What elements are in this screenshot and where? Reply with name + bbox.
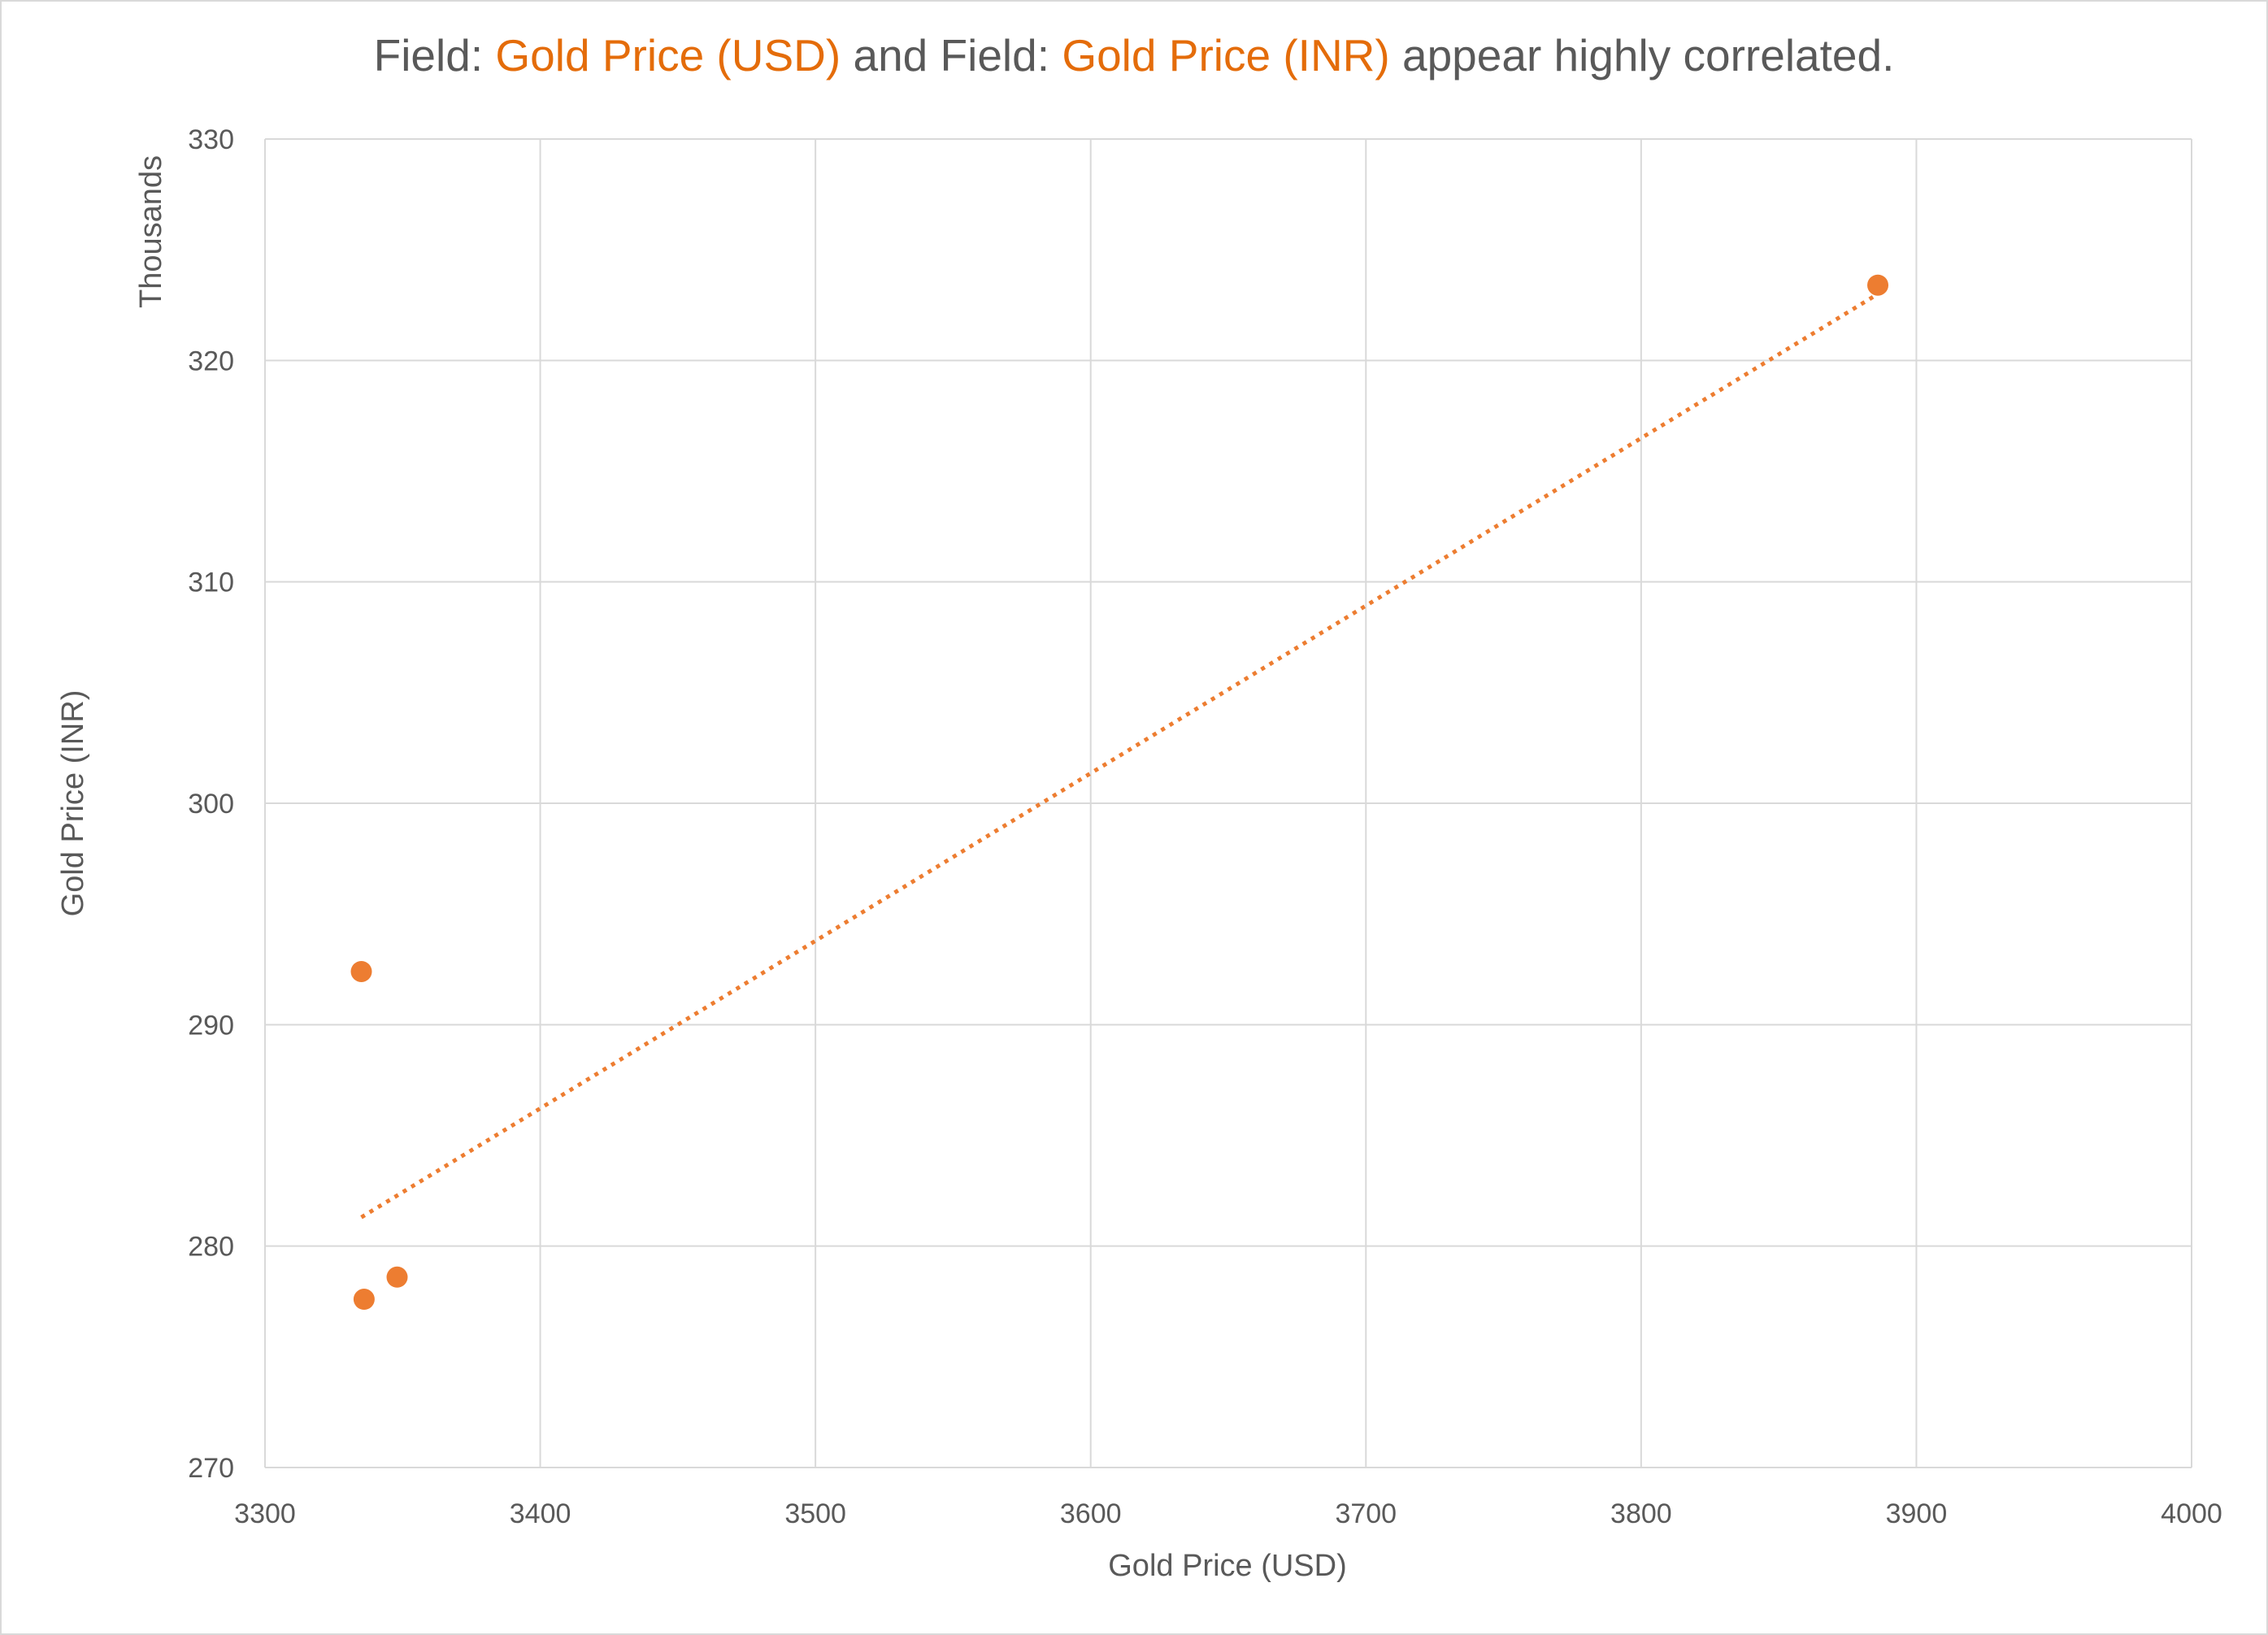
title-part-1: Field:: [373, 30, 496, 80]
trendline-group: [360, 292, 1879, 1220]
x-tick-label: 3600: [1060, 1498, 1122, 1529]
trendline: [360, 292, 1879, 1220]
y-tick-label: 310: [188, 567, 234, 598]
x-tick-label: 3800: [1610, 1498, 1672, 1529]
x-tick-label: 3300: [234, 1498, 296, 1529]
x-tick-label: 3700: [1335, 1498, 1397, 1529]
y-tick-label: 270: [188, 1453, 234, 1484]
data-point: [350, 960, 372, 982]
data-point: [353, 1289, 375, 1311]
y-tick-label: 280: [188, 1232, 234, 1263]
y-axis-ticks: 270 280 290 300 310 320 330: [188, 124, 234, 1484]
chart-title: Field: Gold Price (USD) and Field: Gold …: [0, 29, 2268, 81]
y-axis-title: Gold Price (INR): [56, 690, 90, 917]
title-part-2: and Field:: [841, 30, 1062, 80]
gridlines: [264, 138, 2192, 1468]
x-tick-label: 3500: [784, 1498, 846, 1529]
x-axis-title: Gold Price (USD): [1108, 1549, 1347, 1583]
y-tick-label: 320: [188, 346, 234, 376]
x-tick-label: 4000: [2161, 1498, 2222, 1529]
y-tick-label: 330: [188, 124, 234, 155]
title-field-usd: Gold Price (USD): [495, 30, 841, 80]
title-part-3: appear highly correlated.: [1389, 30, 1895, 80]
title-field-inr: Gold Price (INR): [1062, 30, 1390, 80]
x-tick-label: 3400: [510, 1498, 571, 1529]
data-point: [386, 1266, 408, 1288]
y-tick-label: 290: [188, 1010, 234, 1041]
x-axis-ticks: 3300 3400 3500 3600 3700 3800 3900 4000: [234, 1498, 2222, 1529]
data-point: [1867, 274, 1889, 296]
x-tick-label: 3900: [1886, 1498, 1948, 1529]
y-tick-label: 300: [188, 789, 234, 820]
y-axis-display-units: Thousands: [134, 155, 168, 308]
data-points: [350, 274, 1889, 1311]
